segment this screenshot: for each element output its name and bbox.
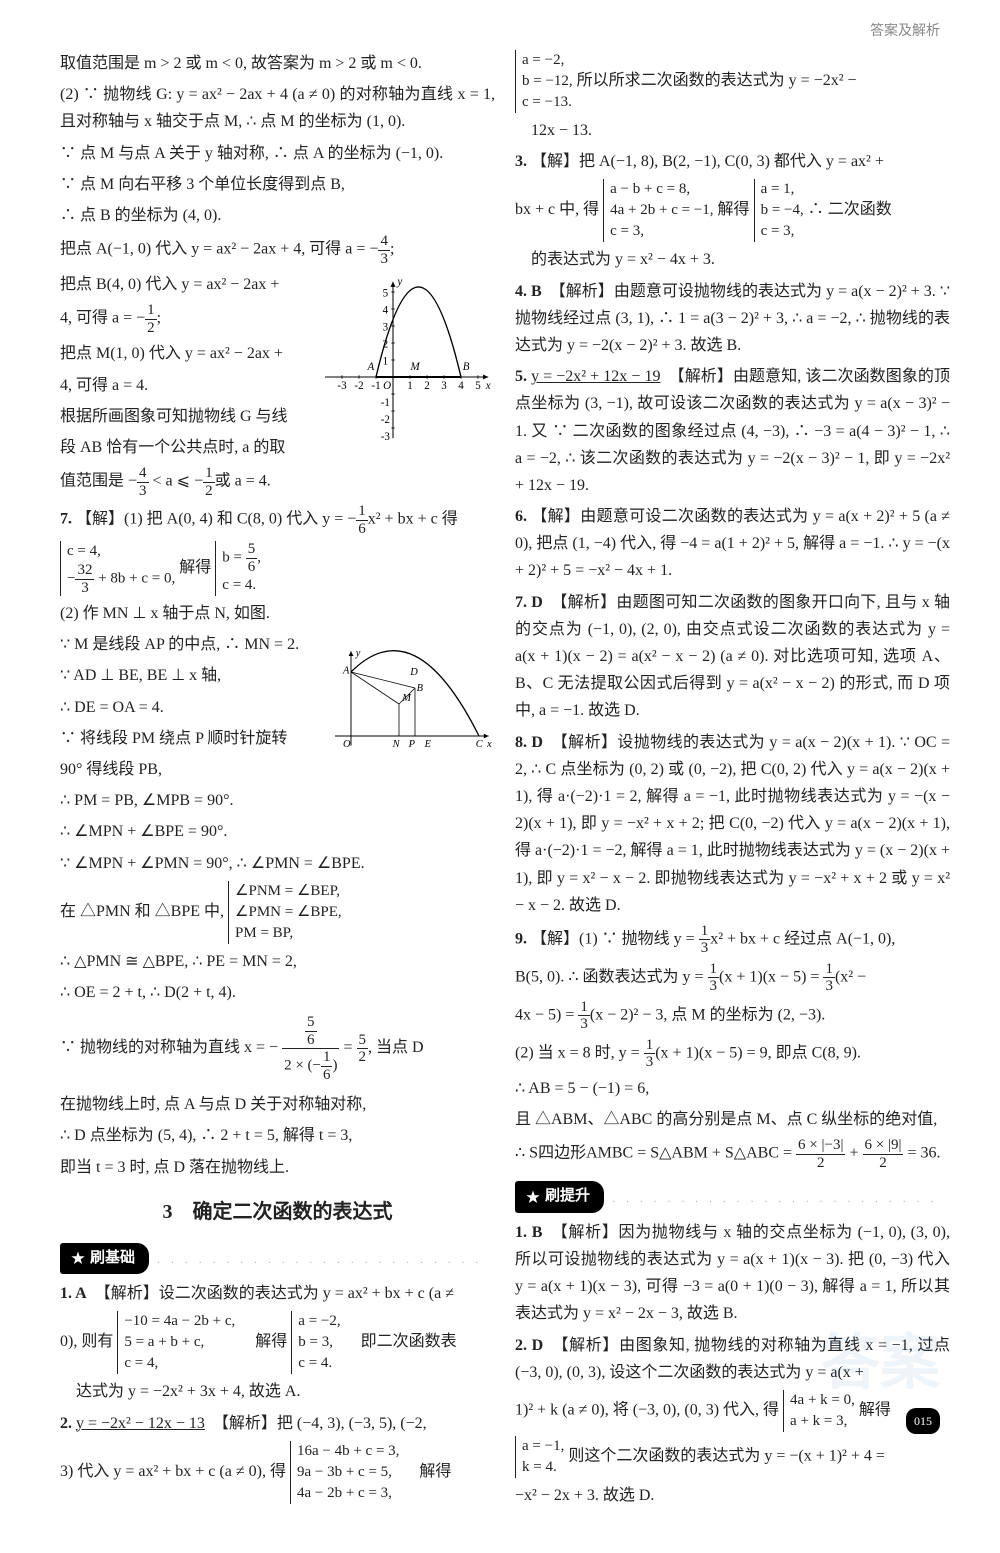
svg-text:-2: -2 — [381, 414, 390, 426]
ribbon-boost: 刷提升 — [515, 1175, 950, 1219]
text: 的表达式为 y = x² − 4x + 3. — [515, 246, 950, 273]
text: 12x − 13. — [515, 117, 950, 144]
svg-text:O: O — [383, 380, 391, 392]
right-column: a = −2,b = −12,c = −13. 所以所求二次函数的表达式为 y … — [515, 50, 950, 1513]
text: a = −2,b = −12,c = −13. 所以所求二次函数的表达式为 y … — [515, 50, 950, 113]
question-b1: 1. A 【解析】设二次函数的表达式为 y = ax² + bx + c (a … — [60, 1280, 495, 1307]
text: (2) 当 x = 8 时, y = 13(x + 1)(x − 5) = 9,… — [515, 1037, 950, 1071]
question-r9: 9. 【解】(1) ∵ 抛物线 y = 13x² + bx + c 经过点 A(… — [515, 923, 950, 957]
svg-text:1: 1 — [383, 355, 389, 367]
section-title: 3 确定二次函数的表达式 — [60, 1195, 495, 1229]
text: (2) 作 MN ⊥ x 轴于点 N, 如图. — [60, 600, 495, 627]
svg-text:A: A — [367, 361, 375, 373]
text: 0), 则有 −10 = 4a − 2b + c,5 = a + b + c,c… — [60, 1311, 495, 1374]
svg-text:-3: -3 — [337, 380, 347, 392]
svg-text:2: 2 — [424, 380, 430, 392]
text: 且 △ABM、△ABC 的高分别是点 M、点 C 纵坐标的绝对值, — [515, 1106, 950, 1133]
page-header: 答案及解析 — [870, 20, 940, 44]
svg-text:x: x — [486, 739, 492, 750]
text: −x² − 2x + 3. 故选 D. — [515, 1482, 950, 1509]
question-b2: 2. y = −2x² − 12x − 13 【解析】把 (−4, 3), (−… — [60, 1410, 495, 1437]
svg-text:D: D — [409, 667, 418, 678]
svg-text:B: B — [463, 361, 470, 373]
svg-text:-2: -2 — [354, 380, 363, 392]
svg-text:y: y — [396, 276, 402, 288]
text: ∵ 点 M 向右平移 3 个单位长度得到点 B, — [60, 171, 495, 198]
svg-text:4: 4 — [458, 380, 464, 392]
svg-text:O: O — [343, 739, 351, 750]
svg-text:1: 1 — [407, 380, 413, 392]
text: a = −1,k = 4. 则这个二次函数的表达式为 y = −(x + 1)²… — [515, 1436, 950, 1478]
svg-text:-1: -1 — [381, 397, 390, 409]
svg-text:A: A — [342, 666, 350, 677]
text: 4x − 5) = 13(x − 2)² − 3, 点 M 的坐标为 (2, −… — [515, 999, 950, 1033]
text: ∴ OE = 2 + t, ∴ D(2 + t, 4). — [60, 979, 495, 1006]
question-r3: 3. 【解】把 A(−1, 8), B(2, −1), C(0, 3) 都代入 … — [515, 148, 950, 175]
text: (2) ∵ 抛物线 G: y = ax² − 2ax + 4 (a ≠ 0) 的… — [60, 81, 495, 135]
text: 在抛物线上时, 点 A 与点 D 关于对称轴对称, — [60, 1091, 495, 1118]
text: 在 △PMN 和 △BPE 中, ∠PNM = ∠BEP,∠PMN = ∠BPE… — [60, 881, 495, 944]
svg-text:E: E — [424, 739, 432, 750]
svg-text:P: P — [408, 739, 416, 750]
svg-text:5: 5 — [475, 380, 481, 392]
svg-text:3: 3 — [383, 321, 389, 333]
question-t2: 2. D 【解析】由图象知, 抛物线的对称轴为直线 x = −1, 过点 (−3… — [515, 1332, 950, 1386]
svg-text:B: B — [417, 683, 424, 694]
question-t1: 1. B 【解析】因为抛物线与 x 轴的交点坐标为 (−1, 0), (3, 0… — [515, 1219, 950, 1328]
svg-text:2: 2 — [383, 338, 389, 350]
svg-text:M: M — [401, 693, 412, 704]
ribbon-basic: 刷基础 — [60, 1237, 495, 1281]
figure-parabola-2: A M B E NP C O x y D — [335, 635, 495, 765]
text: ∵ 抛物线的对称轴为直线 x = − 562 × (−16) = 52, 当点 … — [60, 1014, 495, 1083]
text: ∴ ∠MPN + ∠BPE = 90°. — [60, 818, 495, 845]
text: 把点 A(−1, 0) 代入 y = ax² − 2ax + 4, 可得 a =… — [60, 233, 495, 267]
svg-text:M: M — [409, 361, 420, 373]
question-r7: 7. D 【解析】由题图可知二次函数的图象开口向下, 且与 x 轴的交点为 (−… — [515, 589, 950, 725]
text: ∴ AB = 5 − (−1) = 6, — [515, 1075, 950, 1102]
svg-text:C: C — [476, 739, 484, 750]
svg-text:5: 5 — [383, 287, 389, 299]
svg-text:x: x — [485, 380, 491, 392]
text: 3) 代入 y = ax² + bx + c (a ≠ 0), 得 16a − … — [60, 1441, 495, 1504]
text: ∵ ∠MPN + ∠PMN = 90°, ∴ ∠PMN = ∠BPE. — [60, 850, 495, 877]
text: 达式为 y = −2x² + 3x + 4, 故选 A. — [60, 1378, 495, 1405]
page-body: 取值范围是 m > 2 或 m < 0, 故答案为 m > 2 或 m < 0.… — [0, 0, 1000, 1553]
text: ∴ 点 B 的坐标为 (4, 0). — [60, 202, 495, 229]
page-number: 015 — [906, 1408, 940, 1434]
text: ∵ 点 M 与点 A 关于 y 轴对称, ∴ 点 A 的坐标为 (−1, 0). — [60, 140, 495, 167]
text: ∴ D 点坐标为 (5, 4), ∴ 2 + t = 5, 解得 t = 3, — [60, 1122, 495, 1149]
equation-system: c = 4,−323 + 8b + c = 0, 解得 b = 56,c = 4… — [60, 541, 495, 596]
figure-parabola-1: -3-2-1 12345 12345 -1-2-3 A M B x y O — [325, 275, 495, 445]
question-r4: 4. B 【解析】由题意可设抛物线的表达式为 y = a(x − 2)² + 3… — [515, 278, 950, 360]
text: B(5, 0). ∴ 函数表达式为 y = 13(x + 1)(x − 5) =… — [515, 961, 950, 995]
question-7: 7. 【解】(1) 把 A(0, 4) 和 C(8, 0) 代入 y = −16… — [60, 503, 495, 537]
svg-text:y: y — [355, 648, 361, 659]
question-r6: 6. 【解】由题意可设二次函数的表达式为 y = a(x + 2)² + 5 (… — [515, 503, 950, 585]
text: 值范围是 −43 < a ⩽ −12或 a = 4. — [60, 465, 495, 499]
svg-text:3: 3 — [441, 380, 447, 392]
text: 即当 t = 3 时, 点 D 落在抛物线上. — [60, 1154, 495, 1181]
text: 1)² + k (a ≠ 0), 将 (−3, 0), (0, 3) 代入, 得… — [515, 1390, 950, 1432]
left-column: 取值范围是 m > 2 或 m < 0, 故答案为 m > 2 或 m < 0.… — [60, 50, 495, 1513]
text: 取值范围是 m > 2 或 m < 0, 故答案为 m > 2 或 m < 0. — [60, 50, 495, 77]
question-r5: 5. y = −2x² + 12x − 19 【解析】由题意知, 该二次函数图象… — [515, 363, 950, 499]
question-r8: 8. D 【解析】设抛物线的表达式为 y = a(x − 2)(x + 1). … — [515, 729, 950, 919]
svg-text:4: 4 — [383, 304, 389, 316]
text: ∴ PM = PB, ∠MPB = 90°. — [60, 787, 495, 814]
text: ∴ △PMN ≅ △BPE, ∴ PE = MN = 2, — [60, 948, 495, 975]
svg-text:-3: -3 — [381, 431, 391, 443]
text: bx + c 中, 得 a − b + c = 8,4a + 2b + c = … — [515, 179, 950, 242]
svg-text:-1: -1 — [371, 380, 380, 392]
svg-text:N: N — [392, 739, 401, 750]
text: ∴ S四边形AMBC = S△ABM + S△ABC = 6 × |−3|2 +… — [515, 1137, 950, 1171]
